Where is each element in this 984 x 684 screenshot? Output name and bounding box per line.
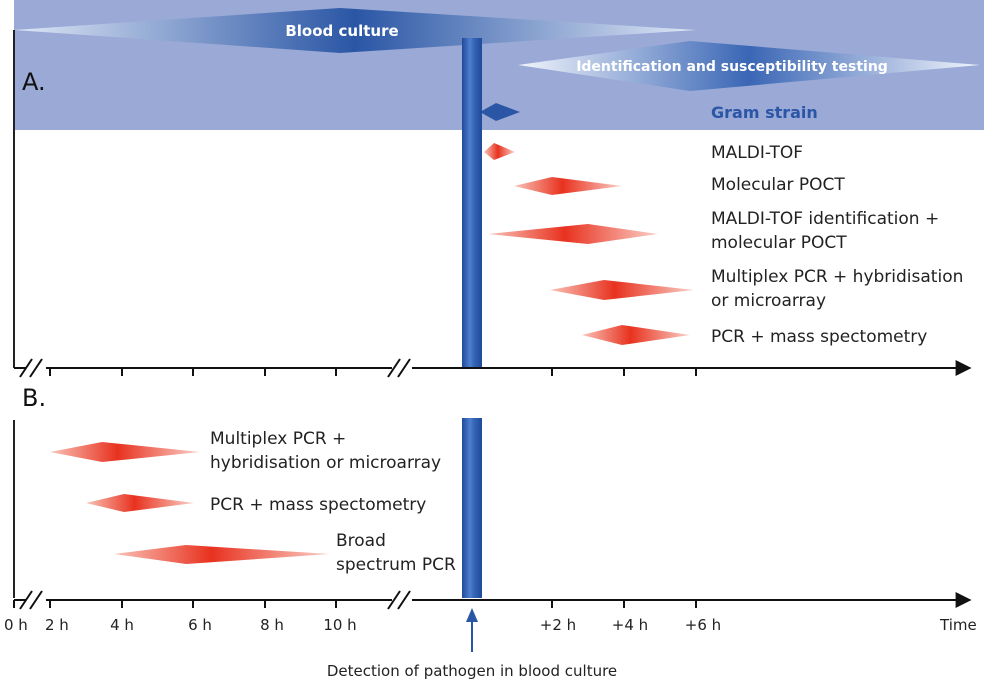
method-label: MALDI-TOF identification + xyxy=(711,209,939,229)
tick-label: 8 h xyxy=(260,616,284,634)
tick-label: 4 h xyxy=(110,616,134,634)
method-label: spectrum PCR xyxy=(336,555,456,575)
tick-label: +2 h xyxy=(540,616,576,634)
gram-strain-diamond xyxy=(480,103,520,121)
blood-culture-diamond xyxy=(14,8,696,53)
detection-caption: Detection of pathogen in blood culture xyxy=(327,662,617,680)
method-label: Multiplex PCR + hybridisation xyxy=(711,267,963,287)
id-susceptibility-label: Identification and susceptibility testin… xyxy=(576,59,888,75)
method-label: MALDI-TOF xyxy=(711,143,803,163)
pcr-mass-a-diamond xyxy=(582,325,690,345)
tick-label: 6 h xyxy=(188,616,212,634)
time-axis-label: Time xyxy=(939,616,977,634)
maldi-tof-diamond xyxy=(484,143,515,160)
method-label: Broad xyxy=(336,531,386,551)
detection-bar-a xyxy=(462,38,482,368)
method-label: PCR + mass spectometry xyxy=(210,495,426,515)
method-label: Molecular POCT xyxy=(711,175,845,195)
method-label: hybridisation or microarray xyxy=(210,453,441,473)
method-label: Multiplex PCR + xyxy=(210,429,346,449)
panel-b-label: B. xyxy=(22,384,46,412)
id-susceptibility-diamond xyxy=(518,41,980,91)
method-label: or microarray xyxy=(711,291,826,311)
broad-spectrum-diamond xyxy=(114,545,330,564)
timeline-axis-a xyxy=(14,358,972,378)
tick-label: 10 h xyxy=(323,616,356,634)
timeline-axis-b xyxy=(13,590,972,610)
tick-label: 0 h xyxy=(4,616,28,634)
tick-label: +4 h xyxy=(612,616,648,634)
tick-label: +6 h xyxy=(685,616,721,634)
method-label: PCR + mass spectometry xyxy=(711,327,927,347)
method-label: molecular POCT xyxy=(711,233,847,253)
detection-arrow xyxy=(466,608,478,652)
tick-label: 2 h xyxy=(45,616,69,634)
panel-a-label: A. xyxy=(22,68,46,96)
multiplex-pcr-b-diamond xyxy=(50,442,200,462)
blood-culture-label: Blood culture xyxy=(285,22,398,40)
gram-strain-label: Gram strain xyxy=(711,103,818,122)
molecular-poct-diamond xyxy=(514,177,622,195)
multiplex-pcr-a-diamond xyxy=(550,280,694,300)
pcr-mass-b-diamond xyxy=(86,494,194,512)
detection-bar-b xyxy=(462,418,482,598)
maldi-poct-diamond xyxy=(488,224,658,244)
